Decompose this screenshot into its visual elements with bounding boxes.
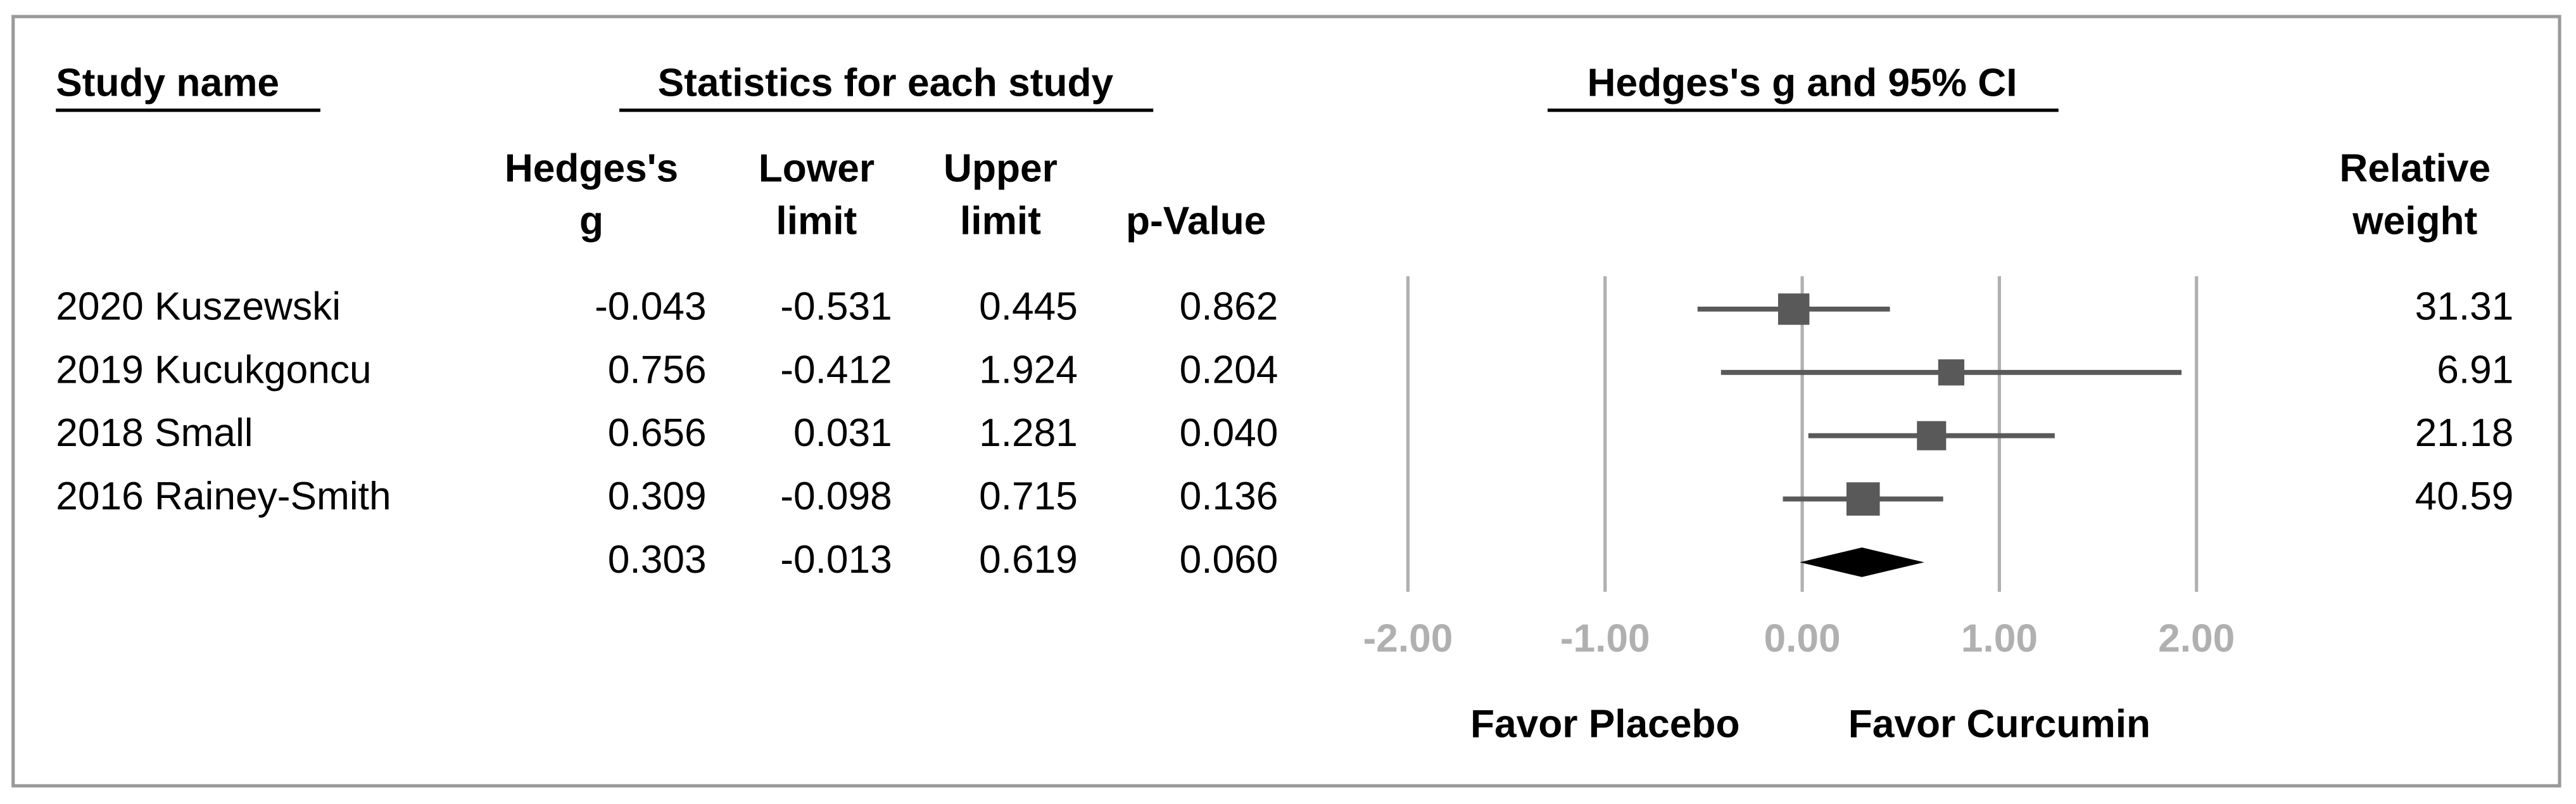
x-tick-label: 1.00: [1961, 616, 2038, 660]
column-header: weight: [2352, 199, 2477, 243]
effect-square: [1777, 293, 1810, 325]
x-label-left: Favor Placebo: [1470, 702, 1740, 746]
column-header: g: [579, 199, 603, 243]
table-value: 0.656: [608, 411, 707, 455]
table-value: 0.204: [1180, 348, 1279, 392]
table-value: 0.445: [979, 284, 1078, 328]
stats-header: Statistics for each study: [658, 61, 1114, 105]
study-name: 2020 Kuszewski: [56, 284, 341, 328]
table-value: 6.91: [2437, 348, 2513, 392]
effect-square: [1917, 421, 1947, 450]
column-header: Hedges's: [505, 146, 678, 190]
x-tick-label: -1.00: [1560, 616, 1650, 660]
table-value: 0.309: [608, 475, 707, 518]
study-name: 2019 Kucukgoncu: [56, 348, 371, 392]
effect-square: [1846, 482, 1880, 516]
table-value: 0.862: [1180, 284, 1279, 328]
column-header: limit: [960, 199, 1041, 243]
table-value: 0.040: [1180, 411, 1279, 455]
table-value: -0.013: [780, 538, 892, 582]
table-value: 40.59: [2415, 475, 2514, 518]
table-value: -0.098: [780, 475, 892, 518]
table-value: 0.136: [1180, 475, 1279, 518]
frame: [11, 15, 2561, 788]
x-tick-label: 0.00: [1764, 616, 1840, 660]
column-header: Upper: [944, 146, 1058, 190]
table-value: 31.31: [2415, 284, 2514, 328]
table-value: -0.412: [780, 348, 892, 392]
table-value: 0.031: [793, 411, 892, 455]
table-value: 0.756: [608, 348, 707, 392]
x-tick-label: 2.00: [2158, 616, 2235, 660]
effect-square: [1938, 359, 1965, 386]
column-header: Lower: [759, 146, 874, 190]
table-value: 0.060: [1180, 538, 1279, 582]
study-header: Study name: [56, 61, 279, 105]
x-label-right: Favor Curcumin: [1848, 702, 2150, 746]
column-header: p-Value: [1126, 199, 1266, 243]
table-value: 0.303: [608, 538, 707, 582]
table-value: 1.924: [979, 348, 1078, 392]
table-value: -0.043: [595, 284, 707, 328]
plot-header: Hedges's g and 95% CI: [1588, 61, 2017, 105]
column-header: limit: [776, 199, 857, 243]
table-value: 21.18: [2415, 411, 2514, 455]
table-value: 1.281: [979, 411, 1078, 455]
column-header: Relative: [2339, 146, 2491, 190]
study-name: 2016 Rainey-Smith: [56, 475, 391, 518]
x-tick-label: -2.00: [1363, 616, 1453, 660]
study-name: 2018 Small: [56, 411, 253, 455]
table-value: 0.619: [979, 538, 1078, 582]
summary-diamond: [1799, 547, 1924, 577]
table-value: -0.531: [780, 284, 892, 328]
table-value: 0.715: [979, 475, 1078, 518]
